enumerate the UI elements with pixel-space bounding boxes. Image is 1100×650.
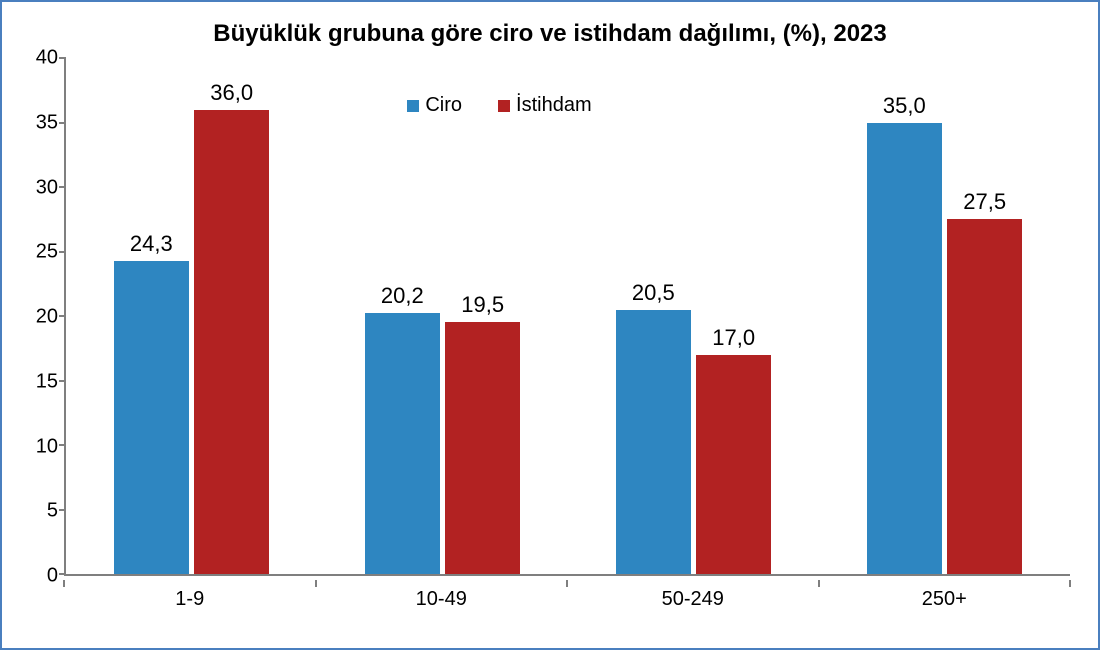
bar-group: 35,027,5 (819, 58, 1070, 574)
bar: 24,3 (114, 261, 189, 574)
x-tick-mark (818, 580, 820, 587)
bar: 17,0 (696, 355, 771, 574)
bar: 27,5 (947, 219, 1022, 574)
y-tick-label: 0 (47, 565, 58, 588)
y-tick-mark (59, 444, 66, 446)
bar: 36,0 (194, 110, 269, 574)
plot-area: Ciro İstihdam 24,336,020,219,520,517,035… (64, 58, 1070, 576)
bar-group: 20,517,0 (568, 58, 819, 574)
y-tick-mark (59, 380, 66, 382)
x-tick-label: 250+ (819, 588, 1071, 611)
bar-value-label: 20,5 (616, 280, 691, 306)
x-tick-mark (63, 580, 65, 587)
y-axis: 0510152025303540 (20, 58, 64, 576)
bar-value-label: 35,0 (867, 93, 942, 119)
bar-value-label: 19,5 (445, 292, 520, 318)
x-tick-label: 50-249 (567, 588, 819, 611)
bar-value-label: 27,5 (947, 189, 1022, 215)
bar-value-label: 20,2 (365, 283, 440, 309)
bar-value-label: 24,3 (114, 231, 189, 257)
y-tick-label: 25 (36, 241, 58, 264)
y-tick-mark (59, 122, 66, 124)
bar: 20,2 (365, 313, 440, 574)
y-tick-mark (59, 251, 66, 253)
y-tick-label: 30 (36, 176, 58, 199)
bar-group: 20,219,5 (317, 58, 568, 574)
y-tick-mark (59, 57, 66, 59)
bar-group: 24,336,0 (66, 58, 317, 574)
chart-frame: Büyüklük grubuna göre ciro ve istihdam d… (0, 0, 1100, 650)
y-tick-label: 35 (36, 111, 58, 134)
y-tick-mark (59, 573, 66, 575)
y-tick-label: 40 (36, 47, 58, 70)
chart-area: 0510152025303540 Ciro İstihdam 24,336,02… (20, 58, 1080, 618)
bar: 19,5 (445, 322, 520, 574)
bars-layer: 24,336,020,219,520,517,035,027,5 (66, 58, 1070, 574)
bar: 35,0 (867, 123, 942, 575)
x-tick-label: 10-49 (316, 588, 568, 611)
x-tick-mark (1069, 580, 1071, 587)
y-tick-label: 5 (47, 500, 58, 523)
x-tick-label: 1-9 (64, 588, 316, 611)
y-tick-label: 10 (36, 435, 58, 458)
y-tick-label: 20 (36, 306, 58, 329)
x-tick-mark (566, 580, 568, 587)
y-tick-mark (59, 509, 66, 511)
x-tick-mark (315, 580, 317, 587)
bar-value-label: 17,0 (696, 325, 771, 351)
chart-title: Büyüklük grubuna göre ciro ve istihdam d… (20, 20, 1080, 48)
y-tick-mark (59, 186, 66, 188)
y-tick-label: 15 (36, 370, 58, 393)
x-axis: 1-910-4950-249250+ (64, 580, 1070, 618)
bar-value-label: 36,0 (194, 80, 269, 106)
bar: 20,5 (616, 310, 691, 574)
y-tick-mark (59, 315, 66, 317)
